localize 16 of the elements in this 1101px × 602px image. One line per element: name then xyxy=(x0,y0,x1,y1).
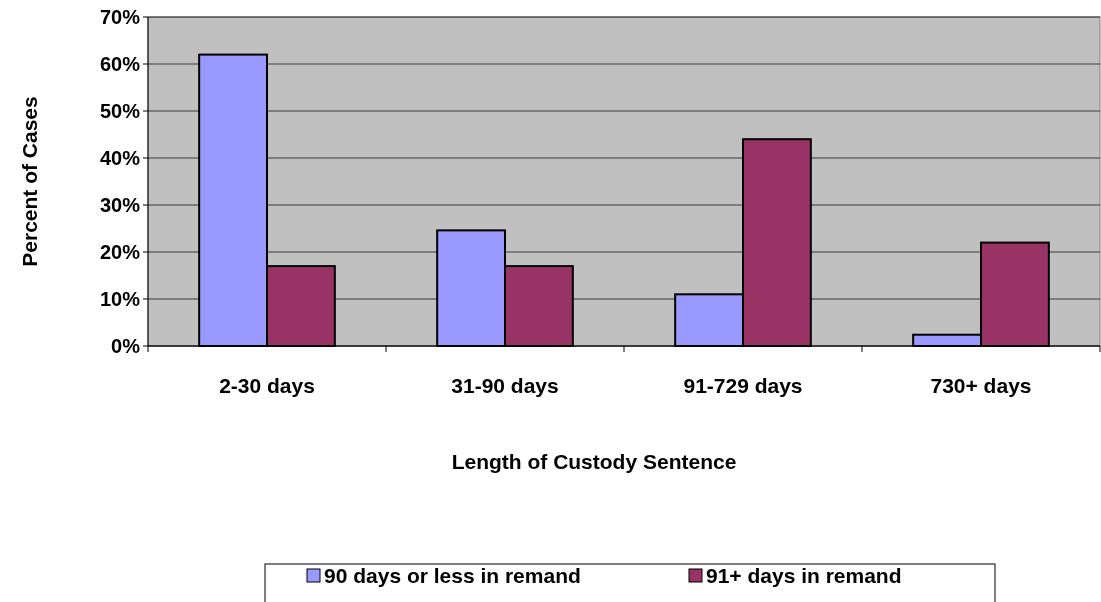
y-tick-label: 0% xyxy=(111,335,141,357)
y-tick-label: 40% xyxy=(99,147,141,169)
x-tick-label: 2-30 days xyxy=(219,374,315,397)
y-tick-label: 20% xyxy=(99,241,141,263)
x-axis-title: Length of Custody Sentence xyxy=(451,450,737,473)
legend-label: 90 days or less in remand xyxy=(324,564,581,587)
y-axis-title: Percent of Cases xyxy=(18,96,41,267)
y-tick-label: 70% xyxy=(99,6,141,28)
x-tick-label: 730+ days xyxy=(930,374,1032,397)
y-tick-label: 10% xyxy=(99,288,141,310)
y-tick-label: 30% xyxy=(99,194,141,216)
x-tick-label: 91-729 days xyxy=(683,374,803,397)
legend-label: 91+ days in remand xyxy=(706,564,902,587)
y-tick-label: 50% xyxy=(99,100,141,122)
y-tick-label: 60% xyxy=(99,53,141,75)
x-tick-label: 31-90 days xyxy=(451,374,559,397)
